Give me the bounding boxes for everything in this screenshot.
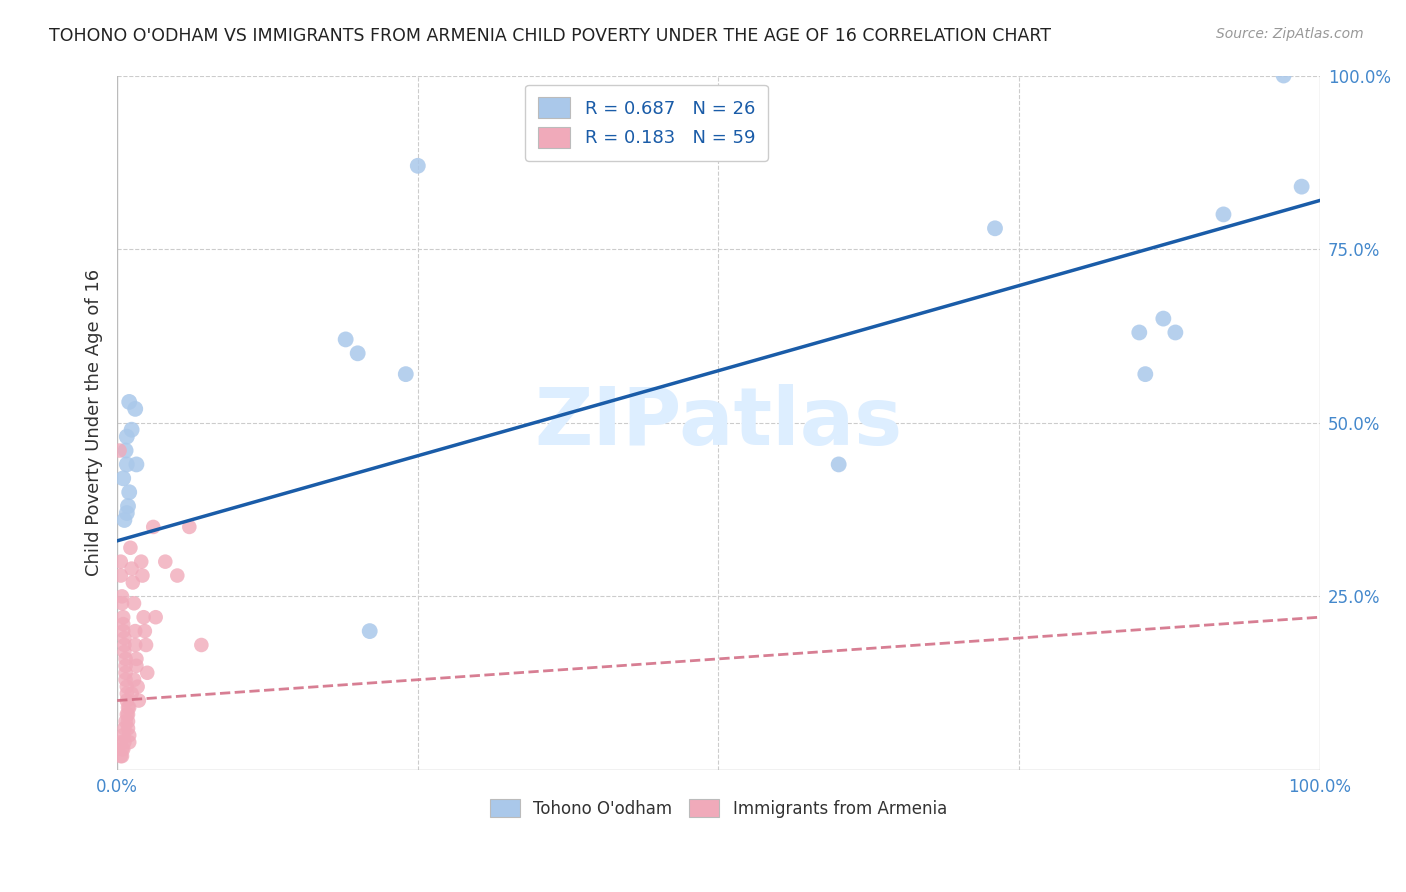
Point	[112, 617, 135, 632]
Point	[346, 346, 368, 360]
Point	[1272, 69, 1295, 83]
Point	[335, 333, 357, 347]
Point	[114, 658, 136, 673]
Point	[827, 458, 849, 472]
Point	[135, 638, 157, 652]
Point	[190, 638, 212, 652]
Point	[121, 575, 143, 590]
Point	[112, 722, 135, 736]
Point	[117, 714, 139, 729]
Point	[121, 687, 143, 701]
Y-axis label: Child Poverty Under the Age of 16: Child Poverty Under the Age of 16	[86, 269, 103, 576]
Point	[114, 714, 136, 729]
Text: TOHONO O'ODHAM VS IMMIGRANTS FROM ARMENIA CHILD POVERTY UNDER THE AGE OF 16 CORR: TOHONO O'ODHAM VS IMMIGRANTS FROM ARMENI…	[49, 27, 1052, 45]
Point	[112, 610, 135, 624]
Point	[112, 735, 135, 749]
Point	[110, 568, 132, 582]
Point	[111, 742, 134, 756]
Point	[122, 673, 145, 687]
Point	[114, 443, 136, 458]
Point	[129, 555, 152, 569]
Point	[112, 742, 135, 756]
Point	[166, 568, 188, 582]
Point	[124, 624, 146, 639]
Point	[132, 610, 155, 624]
Point	[115, 506, 138, 520]
Point	[118, 728, 141, 742]
Point	[112, 728, 135, 742]
Point	[111, 749, 134, 764]
Point	[115, 458, 138, 472]
Point	[120, 541, 142, 555]
Point	[122, 596, 145, 610]
Point	[1212, 207, 1234, 221]
Point	[117, 707, 139, 722]
Point	[155, 555, 177, 569]
Point	[142, 520, 165, 534]
Point	[128, 693, 150, 707]
Point	[112, 631, 135, 645]
Point	[114, 652, 136, 666]
Point	[112, 638, 135, 652]
Point	[121, 561, 143, 575]
Point	[115, 680, 138, 694]
Point	[115, 693, 138, 707]
Point	[1152, 311, 1174, 326]
Point	[124, 401, 146, 416]
Point	[406, 159, 429, 173]
Point	[112, 471, 135, 485]
Point	[115, 430, 138, 444]
Point	[134, 624, 156, 639]
Point	[117, 700, 139, 714]
Point	[110, 749, 132, 764]
Point	[114, 673, 136, 687]
Point	[395, 367, 418, 381]
Point	[359, 624, 381, 639]
Point	[115, 707, 138, 722]
Text: ZIPatlas: ZIPatlas	[534, 384, 903, 462]
Point	[117, 499, 139, 513]
Point	[111, 596, 134, 610]
Point	[112, 645, 135, 659]
Point	[984, 221, 1007, 235]
Legend: Tohono O'odham, Immigrants from Armenia: Tohono O'odham, Immigrants from Armenia	[484, 792, 953, 824]
Point	[114, 665, 136, 680]
Point	[112, 624, 135, 639]
Point	[118, 735, 141, 749]
Point	[1135, 367, 1157, 381]
Point	[1291, 179, 1313, 194]
Point	[121, 423, 143, 437]
Point	[127, 680, 149, 694]
Point	[110, 735, 132, 749]
Point	[136, 665, 159, 680]
Point	[1128, 326, 1150, 340]
Point	[111, 590, 134, 604]
Point	[117, 722, 139, 736]
Point	[131, 568, 153, 582]
Point	[118, 700, 141, 714]
Point	[125, 658, 148, 673]
Point	[118, 485, 141, 500]
Point	[125, 652, 148, 666]
Point	[118, 395, 141, 409]
Point	[124, 638, 146, 652]
Point	[112, 513, 135, 527]
Point	[179, 520, 201, 534]
Point	[145, 610, 167, 624]
Point	[125, 458, 148, 472]
Text: Source: ZipAtlas.com: Source: ZipAtlas.com	[1216, 27, 1364, 41]
Point	[108, 443, 131, 458]
Point	[115, 687, 138, 701]
Point	[110, 555, 132, 569]
Point	[1164, 326, 1187, 340]
